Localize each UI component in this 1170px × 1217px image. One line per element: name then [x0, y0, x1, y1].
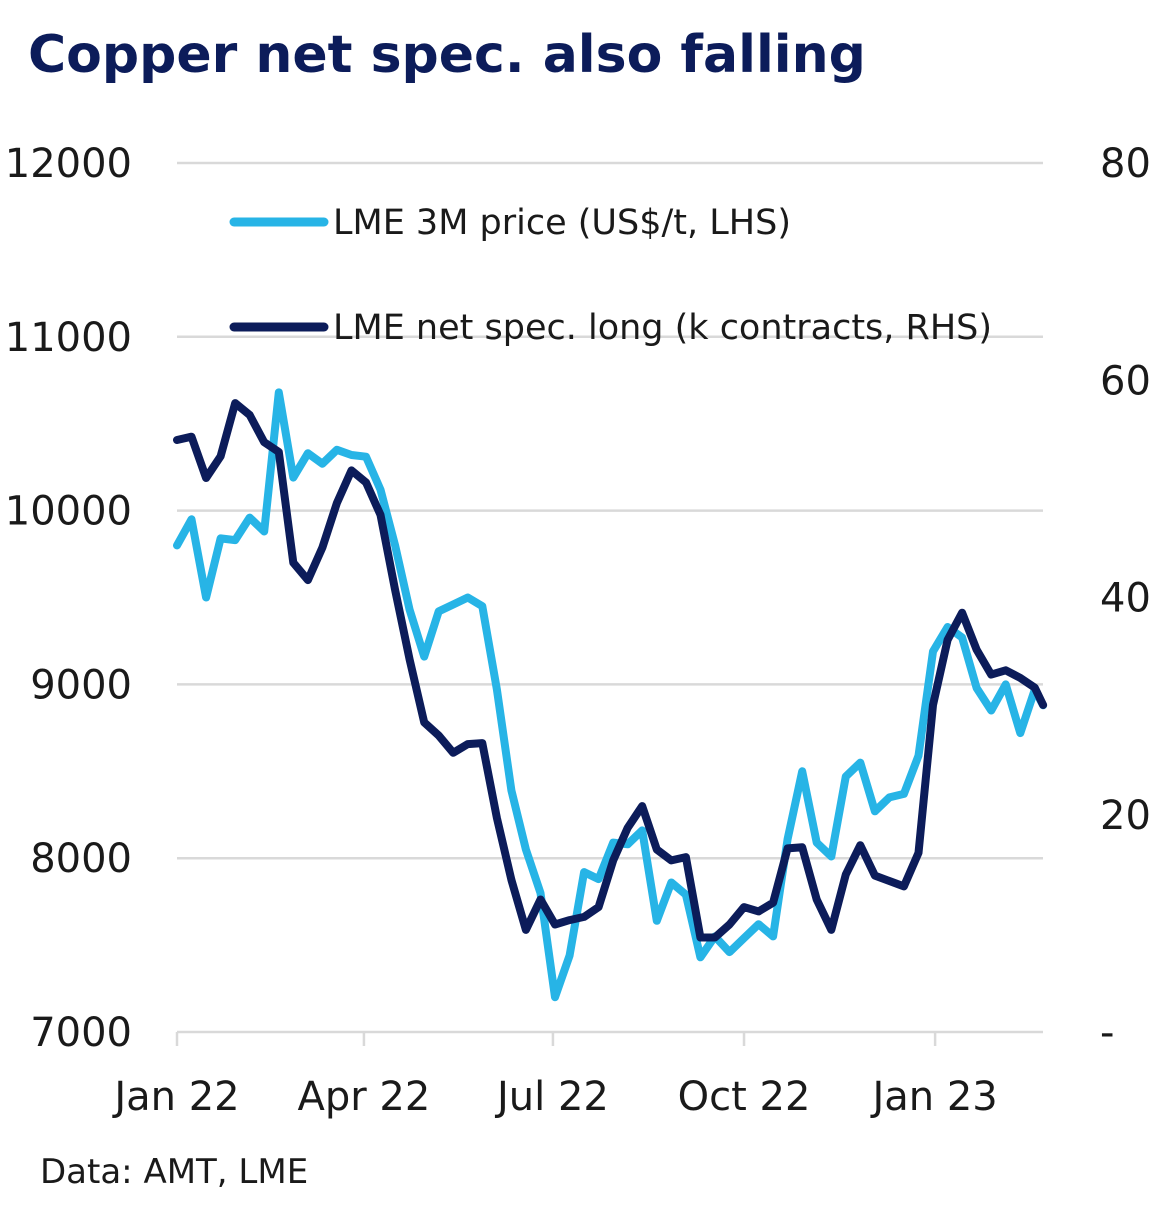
y-left-tick-label: 7000 [30, 1010, 132, 1056]
x-tick-label: Jul 22 [494, 1074, 609, 1120]
y-right-tick-label: 40 [1100, 576, 1151, 622]
net-spec-line [173, 399, 1048, 942]
y-axis-left: 7000 8000 9000 10000 11000 12000 [5, 141, 132, 1056]
y-right-tick-label: 80 [1100, 141, 1151, 187]
y-right-tick-label: - [1100, 1010, 1114, 1056]
x-tick-label: Jan 22 [111, 1074, 239, 1120]
y-left-tick-label: 12000 [5, 141, 132, 187]
y-left-tick-label: 11000 [5, 315, 132, 361]
legend-label-netspec: LME net spec. long (k contracts, RHS) [333, 308, 992, 348]
x-tick-label: Jan 23 [869, 1074, 997, 1120]
gridlines [177, 161, 1043, 860]
y-right-tick-label: 60 [1100, 358, 1151, 404]
x-axis: Jan 22 Apr 22 Jul 22 Oct 22 Jan 23 [111, 1030, 1043, 1120]
source-note: Data: AMT, LME [40, 1152, 308, 1192]
chart-title: Copper net spec. also falling [28, 25, 866, 85]
y-left-tick-label: 9000 [30, 662, 132, 708]
y-axis-right: - 20 40 60 80 [1100, 141, 1151, 1056]
series-lines [173, 388, 1048, 1002]
x-tick-label: Oct 22 [678, 1074, 811, 1120]
x-tick-label: Apr 22 [298, 1074, 431, 1120]
legend: LME 3M price (US$/t, LHS) LME net spec. … [229, 203, 992, 348]
legend-label-price: LME 3M price (US$/t, LHS) [333, 203, 791, 243]
y-right-tick-label: 20 [1100, 793, 1151, 839]
y-left-tick-label: 8000 [30, 836, 132, 882]
y-left-tick-label: 10000 [5, 489, 132, 535]
price-line [173, 388, 1048, 1002]
